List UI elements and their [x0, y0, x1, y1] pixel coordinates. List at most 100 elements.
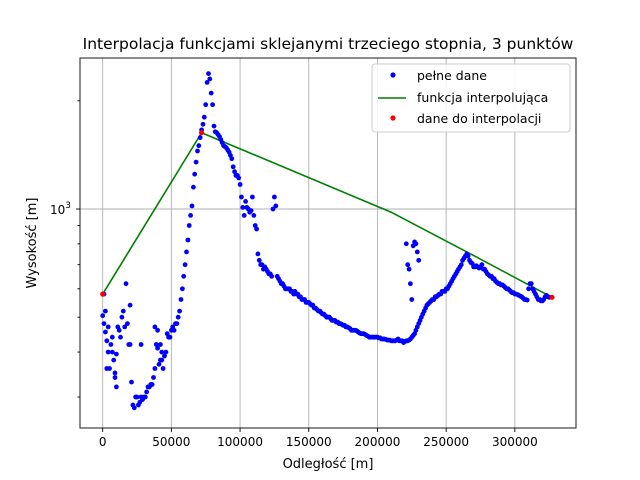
- legend-label-interpolation-points: dane do interpolacji: [417, 111, 541, 126]
- plot-frame: [79, 57, 577, 429]
- data-point: [108, 342, 114, 347]
- data-point: [144, 389, 150, 395]
- data-point: [186, 223, 192, 228]
- x-tick-label: 0: [99, 435, 107, 449]
- data-point: [127, 342, 133, 347]
- data-point: [185, 237, 191, 243]
- data-point: [151, 375, 156, 380]
- data-point: [101, 321, 107, 326]
- data-point: [208, 90, 214, 96]
- data-point: [138, 342, 144, 347]
- data-point: [526, 286, 531, 292]
- data-point: [114, 351, 119, 357]
- legend-marker-interpolation-points: [390, 115, 396, 121]
- data-point: [182, 262, 188, 268]
- data-point: [178, 297, 184, 302]
- legend-label-interpolation-line: funkcja interpolująca: [417, 90, 548, 105]
- data-point: [207, 76, 213, 82]
- data-point: [129, 379, 134, 385]
- data-point: [118, 334, 123, 340]
- data-point: [206, 71, 211, 76]
- data-point: [409, 297, 415, 302]
- data-point: [237, 182, 243, 187]
- data-point: [196, 143, 202, 149]
- x-tick-label: 150000: [286, 435, 332, 449]
- data-point: [153, 342, 159, 347]
- interpolation-line-path: [102, 131, 553, 299]
- full-data-points: [100, 71, 552, 411]
- data-point: [155, 327, 161, 333]
- x-tick-label: 200000: [355, 435, 401, 449]
- legend: pełne dane funkcja interpolująca dane do…: [371, 63, 571, 133]
- data-point: [251, 213, 257, 218]
- interpolation-point: [549, 294, 555, 300]
- data-point: [105, 324, 111, 330]
- data-point: [479, 262, 485, 268]
- data-point: [204, 80, 210, 85]
- data-point: [174, 321, 180, 326]
- data-point: [160, 366, 166, 371]
- data-point: [116, 327, 122, 333]
- legend-label-full-data: pełne dane: [417, 68, 487, 83]
- x-tick-label: 50000: [152, 435, 190, 449]
- data-point: [230, 164, 236, 170]
- data-point: [197, 135, 203, 141]
- data-point: [120, 308, 126, 314]
- data-point: [131, 405, 137, 411]
- data-point: [232, 169, 238, 175]
- data-point: [465, 253, 471, 259]
- data-point: [127, 302, 133, 308]
- data-point: [458, 262, 464, 268]
- data-point: [105, 349, 111, 355]
- data-point: [100, 313, 106, 319]
- data-point: [119, 314, 125, 320]
- data-point: [273, 203, 279, 209]
- data-point: [111, 357, 117, 363]
- data-point: [241, 213, 247, 218]
- data-point: [403, 241, 409, 247]
- chart-title: Interpolacja funkcjami sklejanymi trzeci…: [83, 35, 574, 53]
- data-point: [163, 349, 169, 355]
- data-point: [243, 199, 249, 204]
- data-point: [103, 308, 108, 314]
- data-point: [181, 273, 187, 279]
- data-point: [152, 366, 158, 371]
- data-point: [193, 159, 199, 165]
- y-axis-ticks: 103: [50, 100, 80, 398]
- data-point: [239, 194, 244, 200]
- data-point: [414, 249, 420, 255]
- data-point: [162, 353, 167, 359]
- data-point: [184, 249, 189, 255]
- x-axis-label: Odległość [m]: [283, 457, 374, 472]
- data-point: [272, 194, 277, 200]
- data-point: [180, 286, 185, 292]
- data-point: [177, 308, 183, 314]
- data-point: [112, 375, 118, 380]
- legend-marker-full-data: [390, 72, 396, 78]
- data-point: [142, 394, 148, 400]
- data-point: [406, 266, 412, 272]
- data-point: [248, 208, 254, 214]
- data-point: [240, 205, 246, 210]
- x-tick-label: 100000: [217, 435, 263, 449]
- data-point: [103, 329, 108, 335]
- data-point: [109, 349, 115, 355]
- data-point: [114, 384, 119, 390]
- data-point: [408, 281, 413, 287]
- data-point: [156, 361, 162, 367]
- legend-box: [371, 63, 571, 133]
- data-point: [109, 334, 115, 340]
- data-point: [405, 262, 411, 268]
- x-axis-ticks: 0 50000 100000 150000 200000 250000 300000: [99, 428, 538, 449]
- data-point: [195, 148, 200, 154]
- data-point: [210, 102, 216, 108]
- data-point: [413, 241, 419, 247]
- data-point: [112, 370, 118, 376]
- data-point: [167, 334, 173, 340]
- data-point: [158, 357, 163, 363]
- data-point: [254, 226, 259, 232]
- x-tick-label: 250000: [423, 435, 469, 449]
- data-point: [192, 171, 198, 177]
- data-point: [528, 281, 534, 287]
